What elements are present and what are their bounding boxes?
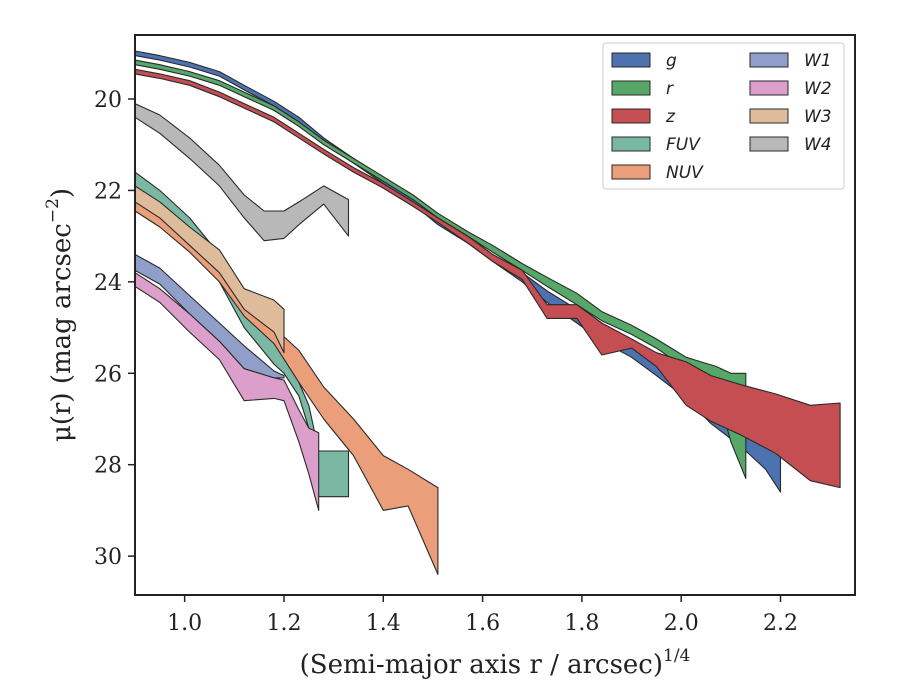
legend-swatch-w4 — [749, 136, 789, 152]
y-tick-label: 22 — [94, 179, 122, 204]
x-tick-label: 1.8 — [564, 611, 599, 636]
legend-swatch-r — [611, 80, 651, 96]
x-axis-label: (Semi-major axis r / arcsec)1/4 — [300, 646, 691, 680]
band-w2 — [134, 272, 320, 511]
legend-label-w2: W2 — [804, 79, 832, 99]
y-axis-label-main: μ(r) (mag arcsec — [47, 223, 77, 442]
legend-swatch-z — [611, 108, 651, 124]
band-z — [134, 68, 841, 489]
band-w4 — [134, 103, 350, 242]
legend-label-w4: W4 — [804, 135, 832, 155]
x-tick-label: 2.2 — [763, 611, 798, 636]
x-axis-label-sup: 1/4 — [663, 646, 690, 666]
band-w1 — [134, 253, 285, 379]
y-axis-label-end: ) — [47, 188, 77, 198]
legend-swatch-g — [611, 52, 651, 68]
legend-label-r: r — [666, 79, 674, 99]
legend: grz FUV NUV W1 W2 W3 W4 — [602, 42, 845, 190]
x-tick-label: 2.0 — [664, 611, 699, 636]
legend-label-w3: W3 — [804, 107, 832, 127]
band-w3 — [134, 185, 285, 354]
y-tick-label: 26 — [94, 362, 122, 387]
x-tick-label: 1.0 — [167, 611, 202, 636]
legend-box — [602, 42, 845, 190]
y-tick-label: 20 — [94, 88, 122, 113]
y-tick-label: 28 — [94, 454, 122, 479]
y-tick-label: 30 — [94, 545, 122, 570]
legend-label-w1: W1 — [804, 51, 832, 71]
x-tick-label: 1.4 — [366, 611, 401, 636]
x-axis-label-main: (Semi-major axis r / arcsec) — [300, 650, 663, 680]
legend-label-g: g — [666, 51, 677, 71]
x-tick-label: 1.6 — [465, 611, 500, 636]
y-tick-label: 24 — [94, 271, 122, 296]
legend-swatch-w1 — [749, 52, 789, 68]
plot-frame — [134, 34, 856, 596]
legend-label-fuv: FUV — [666, 135, 701, 155]
bands-layer — [134, 50, 841, 575]
legend-label-z: z — [665, 107, 676, 127]
legend-swatch-nuv — [611, 164, 651, 180]
y-axis-label-sup: −2 — [43, 198, 63, 223]
ticks-layer: 1.0 1.2 1.4 1.6 1.8 2.0 2.2 20 22 24 26 28 30 — [94, 88, 798, 636]
band-r — [134, 59, 747, 479]
legend-swatch-w2 — [749, 80, 789, 96]
x-tick-label: 1.2 — [266, 611, 301, 636]
legend-label-nuv: NUV — [666, 163, 704, 183]
legend-swatch-fuv — [611, 136, 651, 152]
legend-swatch-w3 — [749, 108, 789, 124]
y-axis-label: μ(r) (mag arcsec−2) — [43, 188, 77, 442]
